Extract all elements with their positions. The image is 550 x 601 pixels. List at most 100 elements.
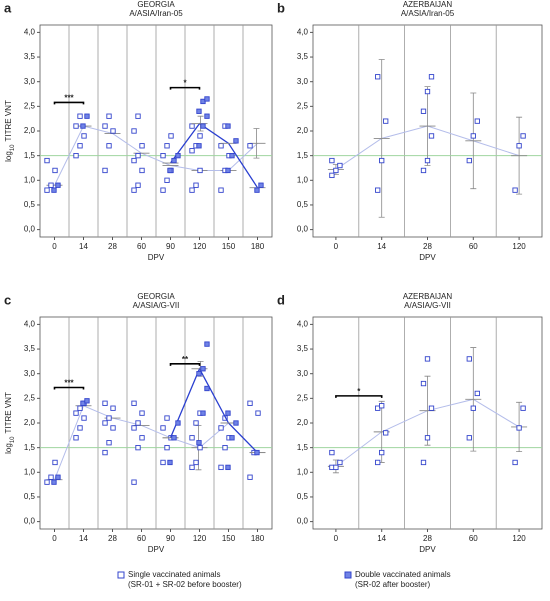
data-point [218,187,224,193]
legend-label: Double vaccinated animals [355,570,451,579]
data-point [520,133,526,139]
data-point [516,143,522,149]
data-point [428,74,435,80]
data-point [189,464,195,471]
data-point [189,123,195,129]
y-tick-label: 1,5 [297,151,309,160]
data-point [135,113,141,119]
data-point [131,187,137,193]
y-label-sub: 10 [10,436,16,443]
x-tick-label: 120 [512,534,526,543]
data-point [512,459,518,466]
data-point [102,420,108,426]
x-tick-label: 120 [193,534,207,543]
x-tick-label: 28 [423,534,432,543]
data-point [247,143,253,149]
significance-label: * [357,387,361,396]
data-point [229,435,235,441]
data-point [204,113,210,119]
data-point [193,420,199,426]
data-point [225,464,231,471]
data-point [193,182,199,188]
data-point [189,148,195,154]
data-point [131,400,137,406]
legend-label: (SR-02 after booster) [355,580,430,589]
data-point [110,425,116,431]
data-point [470,133,476,139]
data-point [225,410,231,416]
data-point [218,143,224,149]
y-tick-label: 2,0 [297,418,309,427]
data-point [200,123,206,129]
x-tick-label: 180 [251,534,265,543]
data-point [218,425,224,431]
data-point [470,405,476,411]
data-point [139,167,145,174]
x-tick-label: 90 [166,534,175,543]
panel-subtitle: A/ASIA/Iran-05 [129,9,183,18]
data-point [337,459,343,466]
data-point [196,108,202,114]
data-point [189,435,195,441]
data-point [44,479,50,485]
significance-label: * [183,79,187,88]
x-tick-label: 60 [469,534,478,543]
panel-title: GEORGIA [137,292,175,301]
panel-subtitle: A/ASIA/G-VII [133,301,180,310]
panel-letter: c [4,292,11,307]
x-axis-label: DPV [148,545,165,554]
data-point [51,187,57,193]
data-point [110,128,116,134]
data-point [424,157,431,164]
data-point [233,420,239,426]
data-point [81,133,87,139]
y-tick-label: 2,5 [297,393,309,402]
data-point [48,474,54,480]
data-point [52,167,58,174]
x-tick-label: 180 [251,242,265,251]
data-point [80,123,86,129]
data-point [428,133,435,139]
x-tick-label: 120 [193,242,207,251]
data-point [167,167,173,174]
data-point [139,143,145,149]
panel-title: AZERBAIJAN [403,0,453,9]
data-point [204,96,210,102]
y-label-base: log [4,443,13,454]
data-point [254,449,260,456]
data-point [196,371,202,377]
x-tick-label: 28 [108,534,117,543]
data-point [225,167,231,174]
y-tick-label: 0,5 [297,200,309,209]
data-point [512,187,518,193]
significance-label: *** [64,94,74,103]
data-point [379,403,385,409]
data-point [160,425,166,431]
panel-subtitle: A/ASIA/G-VII [404,301,451,310]
y-tick-label: 3,0 [297,369,309,378]
y-tick-label: 1,0 [297,467,309,476]
data-point [375,459,381,466]
data-point [375,74,381,80]
mean-line [169,367,258,454]
data-point [329,449,335,456]
data-point [110,405,116,411]
data-point [329,157,335,164]
y-tick-label: 0,5 [24,200,36,209]
x-axis-label: DPV [419,545,436,554]
data-point [139,410,145,416]
data-point [383,118,389,124]
data-point [131,479,137,485]
y-tick-label: 4,0 [297,320,309,329]
data-point [200,410,206,416]
y-tick-label: 1,5 [297,443,309,452]
y-label-base: log [4,151,13,162]
data-point [84,398,90,404]
y-tick-label: 0,0 [297,517,309,526]
data-point [204,341,210,347]
data-point [196,143,202,149]
data-point [73,123,79,129]
data-point [197,445,203,451]
x-tick-label: 14 [377,534,386,543]
data-point [247,400,253,406]
